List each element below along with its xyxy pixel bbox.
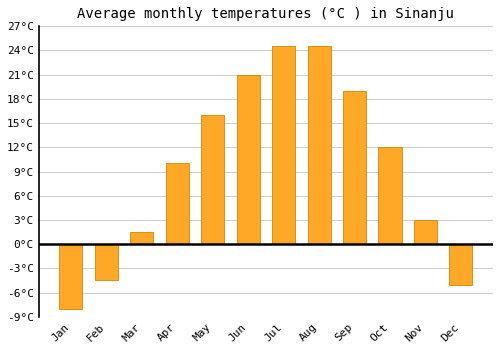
Bar bbox=[272, 47, 295, 244]
Bar bbox=[343, 91, 366, 244]
Bar bbox=[130, 232, 154, 244]
Bar bbox=[60, 244, 82, 309]
Bar bbox=[308, 47, 330, 244]
Bar bbox=[450, 244, 472, 285]
Bar bbox=[166, 163, 189, 244]
Bar bbox=[414, 220, 437, 244]
Bar bbox=[201, 115, 224, 244]
Bar bbox=[236, 75, 260, 244]
Bar bbox=[378, 147, 402, 244]
Bar bbox=[95, 244, 118, 280]
Title: Average monthly temperatures (°C ) in Sinanju: Average monthly temperatures (°C ) in Si… bbox=[78, 7, 454, 21]
